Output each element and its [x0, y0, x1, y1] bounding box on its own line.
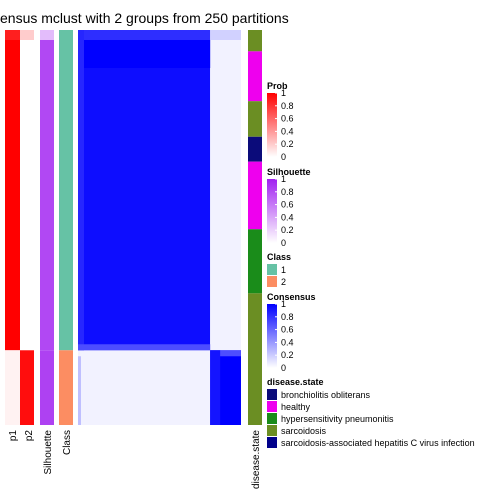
disease-state-legend-label-2: hypersensitivity pneumonitis — [281, 414, 394, 424]
silhouette-legend-tick-2: 0.6 — [281, 200, 294, 210]
annotation-p1-class1 — [5, 30, 20, 351]
matrix-core-top — [84, 40, 211, 68]
silhouette-legend-tick-3: 0.4 — [281, 212, 294, 222]
matrix-border-rows-bottom — [78, 344, 211, 351]
disease-state-legend-swatch-4 — [267, 437, 277, 448]
axis-label-1: p2 — [24, 430, 35, 442]
matrix-border-left-class2 — [78, 356, 81, 425]
silhouette-legend-tick-5: 0 — [281, 238, 286, 248]
consensus-legend-title: Consensus — [267, 292, 316, 302]
annotation-silhouette-class1 — [40, 30, 54, 351]
matrix-border-class2-top — [210, 350, 241, 357]
legends: Prob10.80.60.40.20Silhouette10.80.60.40.… — [267, 81, 475, 448]
disease-state-segment-2 — [248, 101, 262, 137]
prob-legend-tick-2: 0.6 — [281, 114, 294, 124]
axis-label-2: Silhouette — [43, 430, 54, 475]
class-legend-title: Class — [267, 252, 291, 262]
disease-state-legend-label-4: sarcoidosis-associated hepatitis C virus… — [281, 438, 475, 448]
silhouette-legend-colorbar — [267, 179, 277, 243]
consensus-legend-tick-4: 0.2 — [281, 350, 294, 360]
axis-labels: p1 p2 Silhouette Class disease.state — [8, 430, 262, 489]
prob-legend-colorbar — [267, 93, 277, 157]
prob-legend-title: Prob — [267, 81, 288, 91]
matrix-border-class2-left — [210, 350, 221, 425]
disease-state-legend-swatch-3 — [267, 425, 277, 436]
annotation-class-2 — [59, 350, 73, 425]
disease-state-segment-5 — [248, 229, 262, 294]
consensus-legend-tick-1: 0.8 — [281, 312, 294, 322]
prob-legend-tick-4: 0.2 — [281, 139, 294, 149]
matrix-border-rows-top — [78, 30, 211, 40]
axis-label-4: disease.state — [251, 430, 262, 489]
matrix-top-right-fade — [210, 30, 241, 40]
consensus-legend-tick-5: 0 — [281, 363, 286, 373]
chart-title: ensus mclust with 2 groups from 250 part… — [0, 10, 289, 26]
disease-state-segment-3 — [248, 136, 262, 162]
disease-state-legend-swatch-2 — [267, 413, 277, 424]
disease-state-annotation — [248, 30, 262, 425]
disease-state-legend-label-0: bronchiolitis obliterans — [281, 390, 371, 400]
matrix-block-1-1 — [78, 30, 211, 351]
matrix-block-2-1 — [78, 350, 211, 425]
prob-legend-tick-1: 0.8 — [281, 101, 294, 111]
class-legend-swatch-1 — [267, 276, 277, 287]
consensus-legend-tick-2: 0.6 — [281, 325, 294, 335]
annotation-silhouette-class2 — [40, 350, 54, 425]
class-legend-label-0: 1 — [281, 265, 286, 275]
silhouette-legend-tick-4: 0.2 — [281, 225, 294, 235]
disease-state-legend-title: disease.state — [267, 377, 324, 387]
annotation-p1-class2 — [5, 350, 20, 425]
prob-legend-tick-3: 0.4 — [281, 126, 294, 136]
disease-state-segment-4 — [248, 161, 262, 230]
axis-label-0: p1 — [8, 430, 19, 442]
consensus-matrix — [78, 30, 241, 425]
silhouette-legend-tick-1: 0.8 — [281, 187, 294, 197]
disease-state-legend-label-1: healthy — [281, 402, 311, 412]
axis-label-3: Class — [62, 430, 73, 455]
annotation-p1-top-fade — [5, 30, 20, 40]
silhouette-legend-title: Silhouette — [267, 167, 311, 177]
disease-state-segment-0 — [248, 30, 262, 52]
column-annotations — [5, 30, 73, 425]
class-legend-label-1: 2 — [281, 277, 286, 287]
consensus-legend-colorbar — [267, 304, 277, 368]
disease-state-legend-swatch-1 — [267, 401, 277, 412]
matrix-border-cols-left — [78, 30, 84, 351]
disease-state-legend-label-3: sarcoidosis — [281, 426, 327, 436]
annotation-p2-top-fade — [20, 30, 34, 40]
annotation-p2-class1 — [20, 30, 34, 351]
disease-state-segment-6 — [248, 293, 262, 425]
annotation-class-1 — [59, 30, 73, 351]
consensus-legend-tick-0: 1 — [281, 299, 286, 309]
silhouette-legend-tick-0: 1 — [281, 174, 286, 184]
consensus-legend-tick-3: 0.4 — [281, 337, 294, 347]
prob-legend-tick-0: 1 — [281, 88, 286, 98]
matrix-block-1-2 — [210, 30, 241, 351]
class-legend-swatch-0 — [267, 264, 277, 275]
disease-state-segment-1 — [248, 51, 262, 102]
disease-state-legend-swatch-0 — [267, 389, 277, 400]
annotation-silhouette-top-fade — [40, 30, 54, 40]
annotation-p2-class2 — [20, 350, 34, 425]
prob-legend-tick-5: 0 — [281, 152, 286, 162]
